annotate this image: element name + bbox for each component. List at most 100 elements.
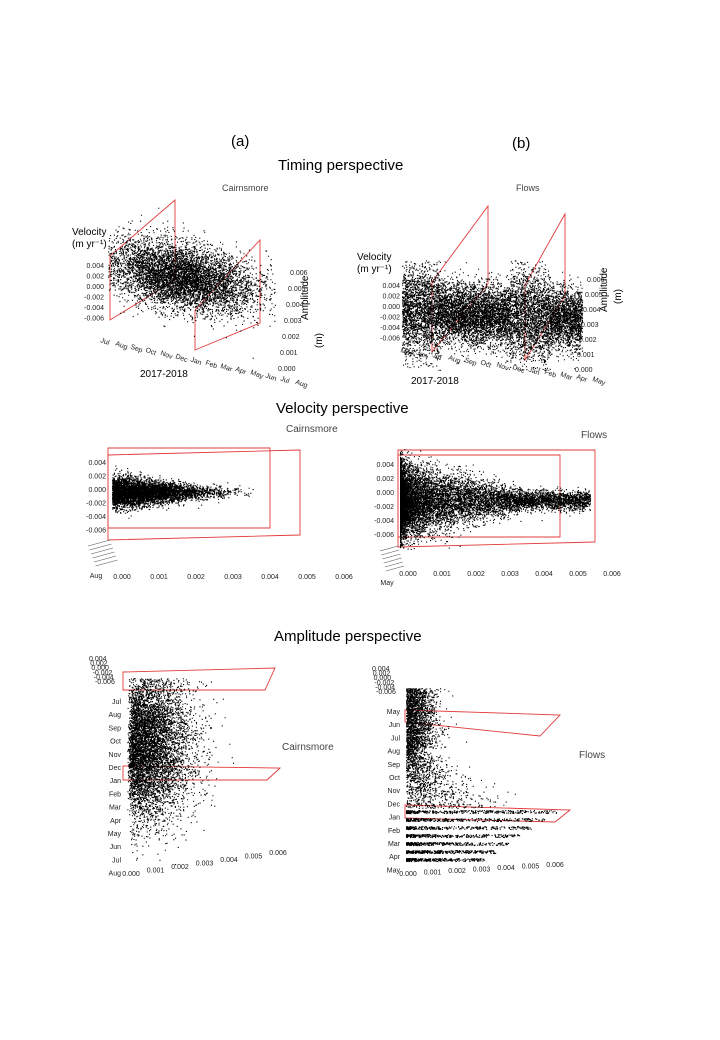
scatter-points bbox=[402, 260, 584, 371]
velocity-tick-label: -0.004 bbox=[374, 518, 394, 525]
velocity-axis-title-line1: Velocity bbox=[72, 227, 107, 238]
amplitude-tick-label: 0.005 bbox=[585, 292, 603, 299]
amplitude-tick-label: 0.003 bbox=[581, 322, 599, 329]
velocity-axis-title-line2: (m yr⁻¹) bbox=[357, 264, 392, 275]
month-tick-label: Jun bbox=[389, 722, 400, 729]
month-tick-label: May bbox=[591, 376, 606, 387]
amplitude-tick-label: 0.005 bbox=[298, 574, 316, 581]
site-title-a-amplitude: Cairnsmore bbox=[282, 742, 334, 753]
timing-section-title: Timing perspective bbox=[278, 157, 404, 174]
velocity-tick-label: -0.004 bbox=[380, 325, 400, 332]
month-tick-stack bbox=[87, 539, 111, 547]
month-tick-stack bbox=[92, 551, 115, 559]
amplitude-tick-label: 0.006 bbox=[587, 277, 605, 284]
velocity-tick-label: -0.002 bbox=[84, 295, 104, 302]
velocity-section-title: Velocity perspective bbox=[276, 400, 409, 417]
panel-label-b: (b) bbox=[512, 135, 531, 152]
amplitude-axis-title-a: Amplitude bbox=[300, 276, 312, 320]
month-tick-label: Oct bbox=[389, 775, 400, 782]
scatter-points bbox=[400, 449, 592, 550]
amplitude-axis-title-b: Amplitude bbox=[599, 268, 611, 312]
month-tick-label: Jul bbox=[112, 857, 121, 864]
month-tick-stack bbox=[382, 553, 401, 560]
amplitude-tick-label: 0.003 bbox=[501, 571, 519, 578]
month-tick-label: May bbox=[380, 580, 394, 587]
amplitude-tick-label: 0.001 bbox=[433, 571, 451, 578]
velocity-tick-label: 0.000 bbox=[382, 304, 400, 311]
month-tick-label: Feb bbox=[109, 791, 121, 798]
month-tick-label: Apr bbox=[389, 854, 401, 861]
year-label-a: 2017-2018 bbox=[140, 369, 188, 380]
month-tick-stack bbox=[93, 555, 117, 563]
amplitude-tick-label: 0.000 bbox=[399, 571, 417, 578]
velocity-axis-title-b: Velocity (m yr⁻¹) bbox=[357, 252, 392, 276]
amplitude-tick-label: 0.001 bbox=[424, 870, 442, 877]
scatter-points bbox=[112, 465, 254, 519]
velocity-tick-label: 0.004 bbox=[372, 666, 390, 673]
site-title-a-velocity: Cairnsmore bbox=[286, 424, 338, 435]
amplitude-tick-label: 0.003 bbox=[473, 867, 491, 874]
amplitude-tick-label: 0.003 bbox=[224, 574, 242, 581]
velocity-tick-label: -0.006 bbox=[84, 316, 104, 323]
amplitude-tick-label: 0.002 bbox=[282, 334, 300, 341]
amplitude-tick-label: 0.001 bbox=[150, 574, 168, 581]
month-tick-label: Sep bbox=[463, 357, 477, 368]
amplitude-tick-label: 0.000 bbox=[113, 574, 131, 581]
month-tick-label: May bbox=[399, 347, 414, 358]
year-label-b: 2017-2018 bbox=[411, 376, 459, 387]
month-tick-label: Jul bbox=[279, 376, 290, 386]
month-tick-stack bbox=[95, 559, 118, 567]
month-tick-label: Jul bbox=[112, 699, 121, 706]
velocity-tick-label: -0.006 bbox=[95, 679, 115, 686]
velocity-tick-label: 0.004 bbox=[88, 460, 106, 467]
month-tick-label: May bbox=[249, 369, 264, 380]
site-title-a-timing: Cairnsmore bbox=[222, 183, 269, 193]
velocity-tick-label: -0.004 bbox=[375, 684, 395, 691]
site-title-b-velocity: Flows bbox=[581, 430, 608, 441]
month-tick-label: Sep bbox=[388, 762, 401, 769]
month-tick-label: Dec bbox=[174, 353, 189, 364]
month-tick-label: Jul bbox=[391, 735, 400, 742]
velocity-tick-label: 0.002 bbox=[88, 474, 106, 481]
amplitude-tick-label: 0.001 bbox=[147, 868, 165, 875]
amplitude-axis-title-line1: Amplitude bbox=[599, 267, 610, 312]
scatter-points bbox=[127, 678, 235, 866]
velocity-tick-label: -0.006 bbox=[380, 336, 400, 343]
month-tick-label: Apr bbox=[575, 374, 588, 385]
amplitude-tick-label: 0.006 bbox=[290, 270, 308, 277]
amplitude-tick-label: 0.000 bbox=[575, 367, 593, 374]
month-tick-label: Aug bbox=[388, 749, 401, 756]
velocity-axis-title-a: Velocity (m yr⁻¹) bbox=[72, 227, 107, 251]
amplitude-axis-unit-b: (m) bbox=[613, 289, 624, 304]
month-tick-label: Nov bbox=[495, 362, 510, 373]
amplitude-tick-label: 0.003 bbox=[196, 861, 214, 868]
amplitude-tick-label: 0.002 bbox=[448, 868, 466, 875]
amplitude-tick-label: 0.000 bbox=[122, 871, 140, 878]
month-tick-label: Nov bbox=[109, 752, 122, 759]
month-tick-label: May bbox=[387, 709, 401, 716]
amplitude-plot-b: MayJunJulAugSepOctNovDecJanFebMarAprMay … bbox=[372, 666, 572, 878]
velocity-tick-label: -0.006 bbox=[374, 532, 394, 539]
timing-plot-a: 0.004 0.002 0.000 -0.002 -0.004 -0.006 Jul Aug… bbox=[84, 199, 309, 390]
velocity-tick-label: -0.006 bbox=[86, 528, 106, 535]
month-tick-label: Jun bbox=[415, 350, 428, 360]
month-tick-label: Sep bbox=[129, 344, 143, 355]
amplitude-axis-title-line1: Amplitude bbox=[300, 275, 311, 320]
amplitude-tick-label: 0.006 bbox=[546, 862, 564, 869]
month-tick-label: Mar bbox=[388, 841, 401, 848]
scatter-points bbox=[108, 207, 276, 359]
amplitude-tick-label: 0.002 bbox=[467, 571, 485, 578]
velocity-tick-label: -0.002 bbox=[86, 501, 106, 508]
velocity-axis-title-line1: Velocity bbox=[357, 252, 392, 263]
month-tick-stack bbox=[90, 547, 114, 555]
velocity-tick-label: -0.004 bbox=[94, 674, 114, 681]
amplitude-tick-label: 0.003 bbox=[284, 318, 302, 325]
amplitude-tick-label: 0.000 bbox=[399, 871, 417, 878]
month-tick-label: Dec bbox=[388, 801, 401, 808]
amplitude-tick-label: 0.004 bbox=[261, 574, 279, 581]
velocity-plot-b: 0.004 0.002 0.000 -0.002 -0.004 -0.006 0.000 0… bbox=[374, 449, 621, 587]
month-tick-stack bbox=[385, 565, 405, 572]
month-tick-stack bbox=[89, 543, 112, 551]
velocity-tick-label: 0.002 bbox=[373, 671, 391, 678]
